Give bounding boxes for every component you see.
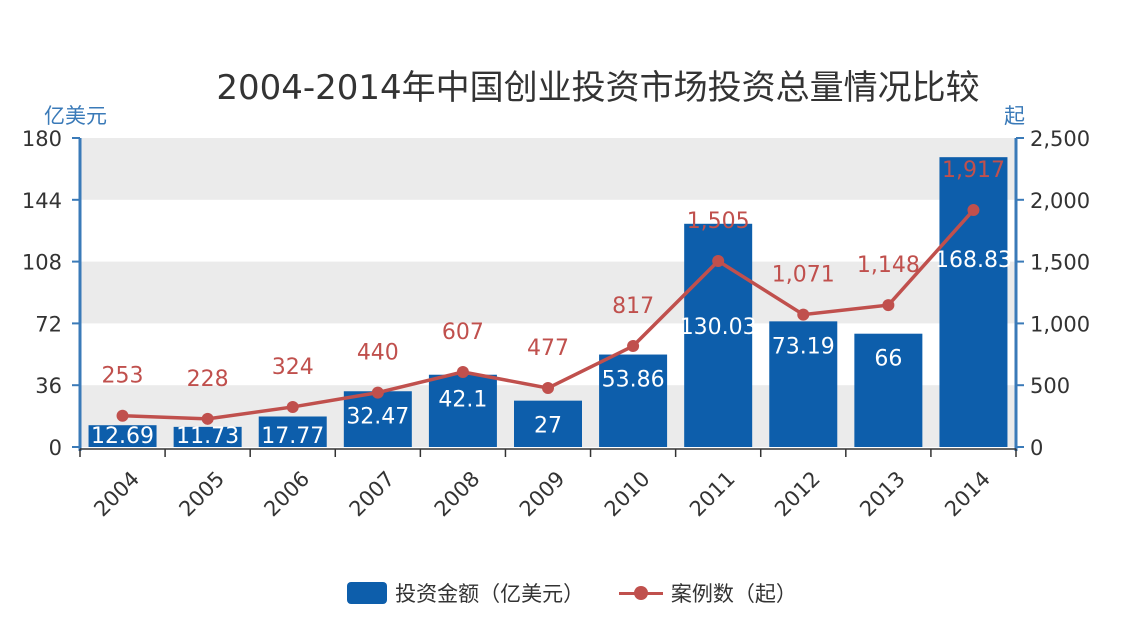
- right-tick-label: 2,000: [1030, 189, 1090, 213]
- chart-title: 2004-2014年中国创业投资市场投资总量情况比较: [216, 68, 980, 108]
- case-value-label: 324: [272, 355, 314, 380]
- bar-value-label: 53.86: [602, 368, 665, 393]
- case-point-2005: [201, 412, 214, 425]
- bar-2010: [599, 354, 668, 447]
- x-tick-label: 2013: [855, 467, 910, 522]
- case-value-label: 440: [357, 341, 399, 366]
- bar-2013: [854, 333, 923, 447]
- bar-2008: [428, 374, 497, 447]
- bar-2014: [939, 157, 1008, 447]
- right-tick-label: 0: [1030, 436, 1043, 460]
- grid-band: [80, 138, 1016, 200]
- legend-bar-swatch: [347, 582, 388, 604]
- left-tick-label: 0: [49, 436, 62, 460]
- bar-value-label: 32.47: [346, 404, 409, 429]
- x-tick-label: 2005: [174, 467, 229, 522]
- case-point-2007: [371, 386, 384, 399]
- left-tick-label: 36: [35, 374, 62, 398]
- case-point-2004: [116, 409, 129, 422]
- case-value-label: 817: [612, 294, 654, 319]
- case-value-label: 1,071: [772, 263, 835, 288]
- case-point-2009: [542, 382, 554, 395]
- x-tick-label: 2011: [685, 467, 740, 522]
- bar-2012: [769, 321, 838, 447]
- bar-2007: [343, 391, 412, 447]
- legend-line-swatch: [618, 582, 663, 604]
- left-axis-unit-label: 亿美元: [44, 104, 107, 128]
- x-tick-label: 2010: [600, 467, 655, 522]
- case-point-2014: [967, 204, 980, 217]
- combo-chart: 0 36 72 108 144 180 0 500 1,000 1,500 2,000 2,500 20…: [22, 127, 1090, 522]
- right-tick-label: 1,500: [1030, 251, 1090, 275]
- x-tick-label: 2004: [89, 467, 144, 522]
- x-tick-label: 2006: [259, 467, 314, 522]
- left-tick-label: 72: [35, 312, 62, 336]
- legend-item-bar[interactable]: 投资金额（亿美元）: [347, 578, 584, 608]
- case-value-label: 228: [187, 367, 229, 392]
- case-point-2012: [797, 308, 810, 321]
- legend-item-line[interactable]: 案例数（起）: [618, 578, 797, 608]
- legend-line-label: 案例数（起）: [670, 582, 797, 606]
- right-tick-label: 500: [1030, 374, 1070, 398]
- bar-value-label: 42.1: [438, 388, 487, 413]
- bar-value-label: 17.77: [261, 424, 324, 449]
- right-axis-unit-label: 起: [1004, 104, 1025, 128]
- case-value-label: 253: [102, 364, 144, 389]
- bar-value-label: 11.73: [176, 424, 239, 449]
- bar-2005: [173, 426, 242, 447]
- left-tick-label: 180: [22, 127, 62, 151]
- case-value-label: 1,917: [942, 158, 1005, 183]
- bar-value-label: 130.03: [680, 315, 757, 340]
- left-tick-label: 108: [22, 251, 62, 275]
- case-point-2006: [286, 400, 299, 413]
- bar-value-label: 168.83: [935, 248, 1012, 273]
- case-point-2008: [456, 365, 469, 378]
- legend-bar-label: 投资金额（亿美元）: [395, 582, 585, 606]
- legend: 投资金额（亿美元） 案例数（起）: [0, 578, 1144, 609]
- right-tick-label: 2,500: [1030, 127, 1090, 151]
- bar-value-label: 27: [534, 414, 562, 439]
- grid-band: [80, 261, 1016, 324]
- bar-value-label: 73.19: [772, 334, 835, 359]
- x-tick-label: 2009: [515, 467, 570, 522]
- bar-value-label: 12.69: [91, 424, 154, 449]
- case-point-2010: [627, 340, 640, 353]
- case-value-label: 1,148: [857, 253, 920, 278]
- x-tick-label: 2014: [940, 467, 995, 522]
- x-tick-label: 2012: [770, 467, 825, 522]
- case-value-label: 607: [442, 320, 484, 345]
- case-point-2011: [712, 254, 725, 267]
- left-tick-label: 144: [22, 189, 62, 213]
- bar-2009: [514, 400, 582, 447]
- x-tick-label: 2008: [430, 467, 485, 522]
- case-value-label: 477: [527, 336, 569, 361]
- x-tick-label: 2007: [345, 467, 400, 522]
- case-value-label: 1,505: [687, 209, 750, 234]
- bar-value-label: 66: [874, 347, 902, 372]
- right-tick-label: 1,000: [1030, 312, 1090, 336]
- bar-2006: [258, 416, 327, 447]
- case-point-2013: [882, 299, 895, 312]
- bar-2004: [88, 425, 157, 447]
